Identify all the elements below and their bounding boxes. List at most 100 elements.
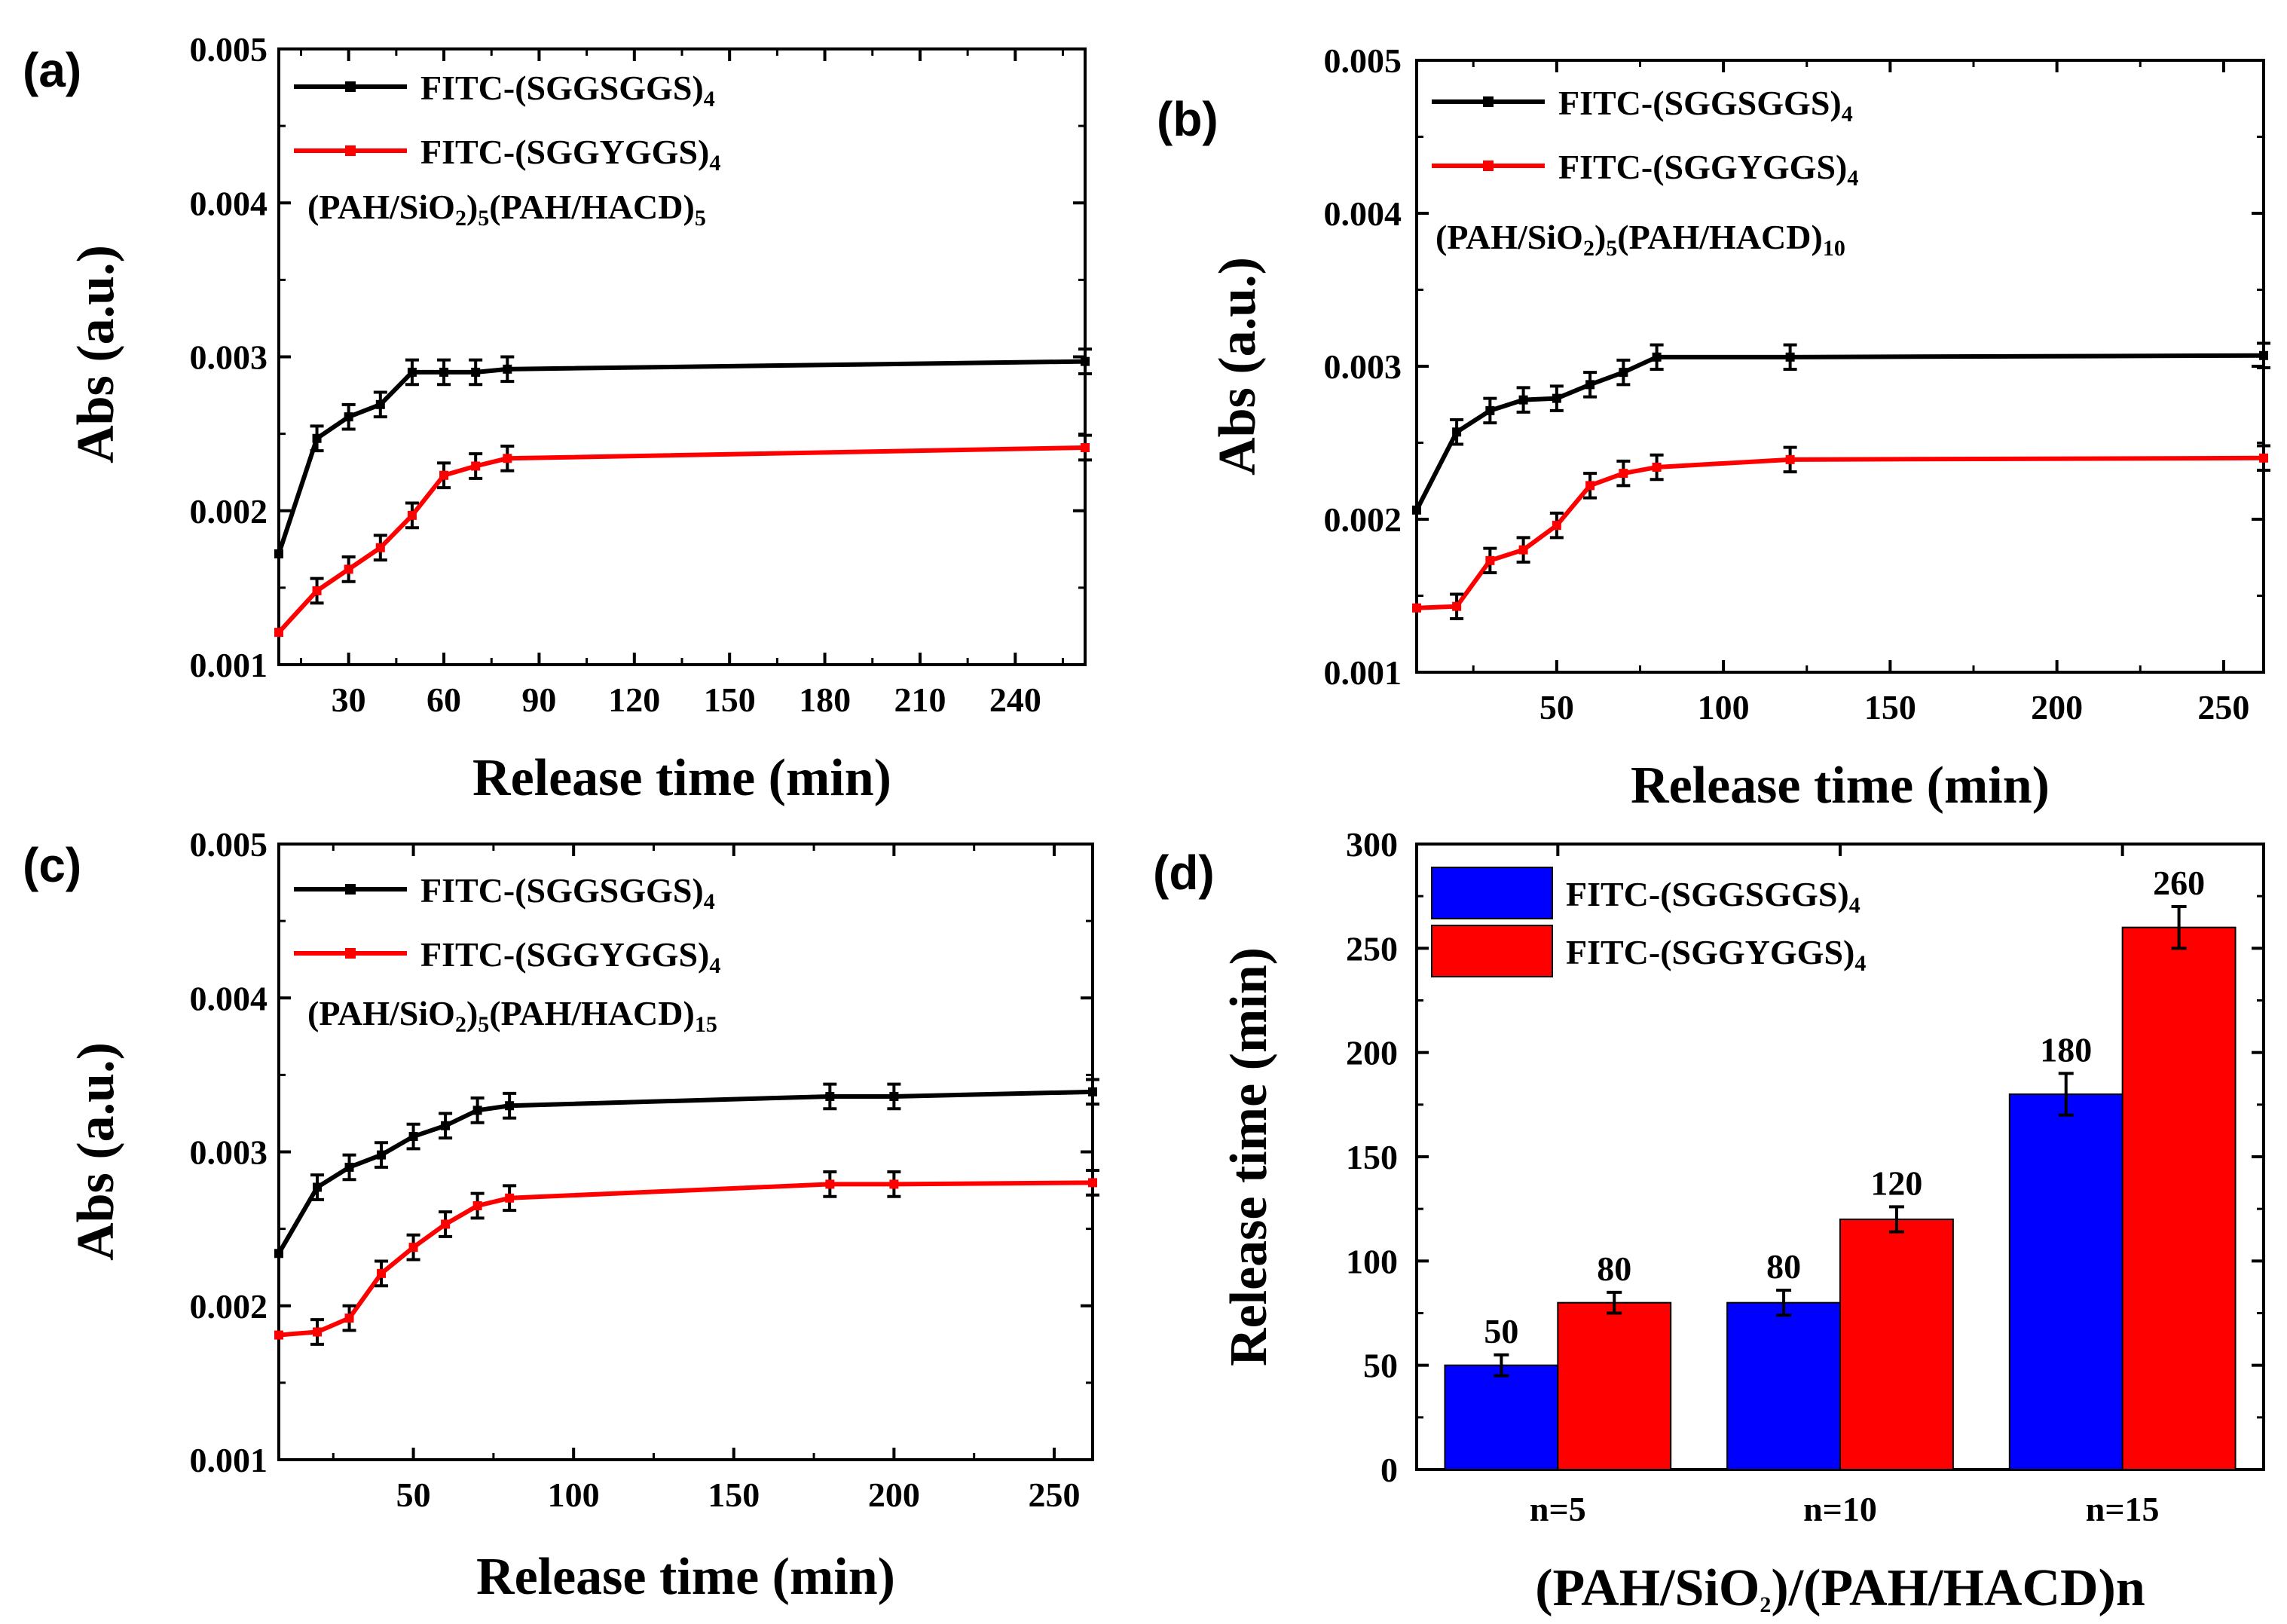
- data-point-1: [1485, 405, 1495, 415]
- data-point-2: [503, 454, 512, 463]
- sample-annotation-part-2: ): [466, 994, 478, 1032]
- data-point-2: [312, 586, 322, 595]
- data-point-2: [2259, 453, 2268, 463]
- data-point-2: [407, 510, 417, 520]
- x-tick-label: 210: [894, 680, 946, 719]
- sample-annotation-part-1: 2: [455, 206, 466, 231]
- bar-2: [1839, 1219, 1954, 1470]
- sample-annotation-part-5: 5: [695, 206, 706, 231]
- data-point-2: [274, 1330, 283, 1340]
- y-tick-label: 0.001: [190, 1441, 268, 1479]
- legend-marker-2: [345, 145, 356, 156]
- data-point-1: [313, 1182, 323, 1192]
- data-point-1: [1081, 356, 1090, 366]
- x-tick-label: 250: [1028, 1476, 1080, 1514]
- x-tick-label: 200: [2031, 688, 2083, 726]
- x-tick-label: 250: [2197, 688, 2249, 726]
- legend-label-1-part-1: 4: [1842, 102, 1853, 127]
- x-category-label: n=10: [1803, 1490, 1877, 1528]
- x-tick-label: 90: [521, 680, 556, 719]
- sample-annotation-part-5: 15: [695, 1012, 717, 1037]
- data-point-1: [889, 1091, 899, 1101]
- data-point-2: [1081, 443, 1090, 453]
- x-axis-title: Release time (min): [1631, 757, 2050, 815]
- data-point-2: [889, 1179, 899, 1189]
- panel-c: 0.001 0.002 0.003 0.004 0.005 50 100 150 200 250 R…: [23, 825, 1099, 1606]
- data-point-2: [439, 470, 449, 480]
- legend-label-2-part-0: FITC-(SGGYGGS): [1558, 148, 1847, 186]
- sample-annotation-part-4: (PAH/HACD): [489, 188, 695, 226]
- data-point-1: [441, 1121, 451, 1130]
- panel-label: (d): [1153, 846, 1215, 900]
- y-tick-label: 0.003: [190, 338, 268, 377]
- legend-label-2: FITC-(SGGYGGS)4: [420, 935, 720, 978]
- y-axis-title: Abs (a.u.): [67, 245, 125, 463]
- sample-annotation-part-2: ): [466, 188, 478, 226]
- y-tick-label: 250: [1346, 929, 1398, 968]
- data-point-2: [344, 1314, 354, 1323]
- legend-label-1-part-0: FITC-(SGGSGGS): [1558, 84, 1842, 122]
- legend-label-2: FITC-(SGGYGGS)4: [420, 133, 720, 176]
- data-point-2: [471, 461, 481, 471]
- data-point-2: [1412, 603, 1421, 613]
- data-point-2: [1485, 555, 1495, 565]
- legend-label-1-part-0: FITC-(SGGSGGS): [420, 69, 704, 107]
- sample-annotation-part-5: 10: [1823, 236, 1845, 261]
- data-point-1: [1652, 352, 1662, 362]
- x-tick-label: 180: [799, 680, 851, 719]
- sample-annotation-part-4: (PAH/HACD): [1617, 218, 1823, 256]
- y-tick-label: 0.001: [190, 646, 268, 684]
- y-tick-label: 0.004: [190, 184, 268, 222]
- x-axis-title: Release time (min): [476, 1548, 895, 1606]
- data-point-1: [472, 1106, 482, 1115]
- data-point-1: [407, 367, 417, 377]
- sample-annotation: (PAH/SiO2)5(PAH/HACD)15: [307, 994, 717, 1037]
- data-point-1: [505, 1101, 515, 1111]
- data-point-2: [1619, 469, 1628, 479]
- sample-annotation: (PAH/SiO2)5(PAH/HACD)5: [307, 188, 706, 231]
- data-point-2: [313, 1327, 323, 1337]
- y-tick-label: 0.002: [190, 492, 268, 531]
- legend-label-2-part-0: FITC-(SGGYGGS): [420, 935, 709, 974]
- panel-label: (a): [23, 43, 81, 97]
- series-line-1: [1414, 353, 2264, 512]
- legend-label-1-part-0: FITC-(SGGSGGS): [420, 871, 704, 910]
- data-point-2: [375, 543, 385, 552]
- data-point-2: [505, 1193, 515, 1203]
- y-tick-label: 100: [1346, 1242, 1398, 1280]
- sample-annotation-part-0: (PAH/SiO: [1435, 218, 1583, 256]
- y-tick-label: 0.002: [190, 1287, 268, 1326]
- legend-label-2-part-0: FITC-(SGGYGGS): [1566, 933, 1854, 971]
- x-tick-label: 150: [1864, 688, 1916, 726]
- x-tick-label: 150: [708, 1476, 760, 1514]
- x-tick-label: 30: [332, 680, 366, 719]
- panel-d: 0 50 100 150 200 250 300 n=5 50 80 n=10 80 120 n=15 18…: [1153, 825, 2265, 1617]
- data-point-1: [312, 433, 322, 443]
- bar-value-label: 80: [1766, 1247, 1801, 1286]
- data-point-1: [408, 1132, 418, 1142]
- y-tick-label: 0: [1380, 1451, 1398, 1489]
- data-point-1: [471, 367, 481, 377]
- y-tick-label: 0.004: [1324, 194, 1402, 233]
- bar-value-label: 50: [1484, 1312, 1518, 1350]
- legend-label-2-part-1: 4: [1847, 166, 1858, 191]
- legend-label-1: FITC-(SGGSGGS)4: [420, 871, 715, 914]
- sample-annotation-part-3: 5: [478, 206, 489, 231]
- x-tick-label: 100: [548, 1476, 600, 1514]
- data-point-1: [1785, 352, 1795, 362]
- legend-label-2-part-0: FITC-(SGGYGGS): [420, 133, 709, 171]
- bar-1: [2008, 1093, 2123, 1470]
- legend-marker-2: [1483, 161, 1494, 171]
- legend-marker-1: [345, 81, 356, 92]
- data-point-2: [408, 1243, 418, 1252]
- y-axis-title: Abs (a.u.): [1209, 257, 1267, 476]
- sample-annotation-part-0: (PAH/SiO: [307, 188, 455, 226]
- data-point-1: [274, 549, 283, 558]
- data-point-1: [344, 412, 353, 422]
- data-point-2: [377, 1268, 387, 1278]
- legend-label-2: FITC-(SGGYGGS)4: [1558, 148, 1858, 191]
- y-tick-label: 0.005: [190, 30, 268, 69]
- data-point-2: [1785, 454, 1795, 464]
- x-tick-label: 100: [1698, 688, 1750, 726]
